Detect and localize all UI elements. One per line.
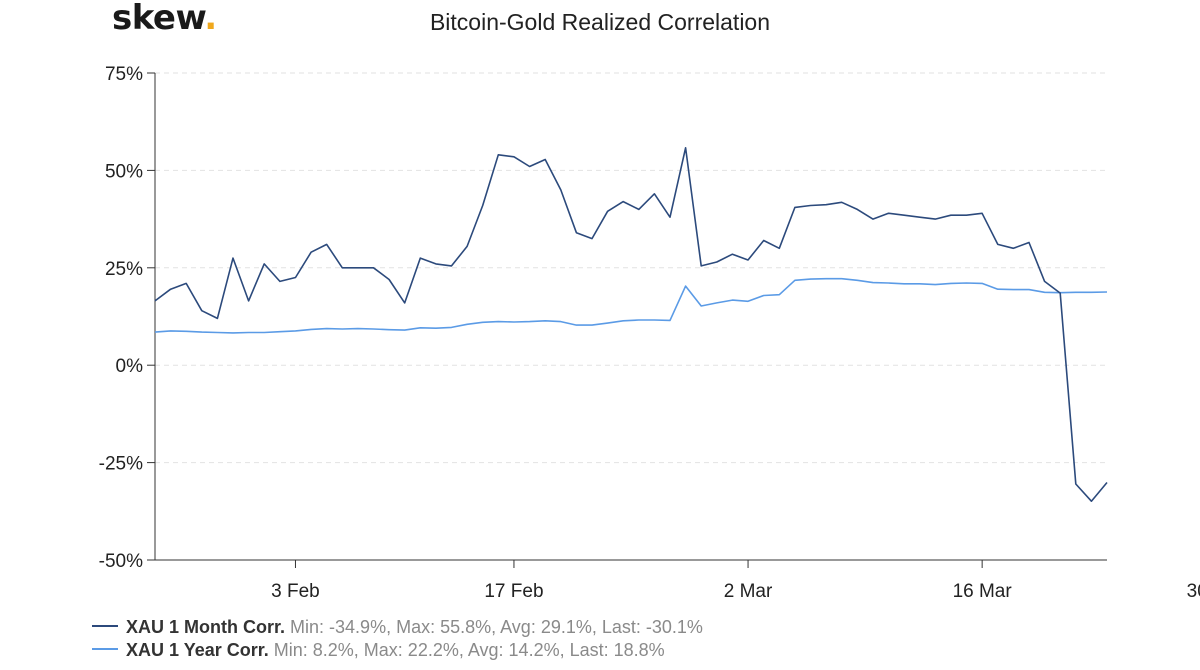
x-tick-label: 30 Mar — [1187, 581, 1200, 602]
legend-series-name: XAU 1 Year Corr. — [126, 640, 269, 660]
legend-item-1-month[interactable]: XAU 1 Month Corr. Min: -34.9%, Max: 55.8… — [92, 617, 703, 637]
y-tick-label: 0% — [116, 356, 144, 377]
legend-series-name: XAU 1 Month Corr. — [126, 617, 286, 637]
x-tick-label: 2 Mar — [724, 581, 773, 602]
skew-logo: skew. — [112, 0, 217, 38]
gridlines — [155, 72, 1107, 464]
legend-series-stats: Min: 8.2%, Max: 22.2%, Avg: 14.2%, Last:… — [273, 640, 665, 660]
y-tick-label: 25% — [105, 259, 143, 280]
y-tick-label: 50% — [105, 161, 143, 182]
y-tick-label: -50% — [99, 551, 143, 572]
legend-swatch-1-year — [92, 648, 118, 651]
y-tick-label: 75% — [105, 64, 143, 85]
x-tick-label: 17 Feb — [484, 581, 543, 602]
x-tick-label: 3 Feb — [271, 581, 320, 602]
series-line-1[interactable] — [154, 277, 1108, 334]
x-tick-label: 16 Mar — [953, 581, 1013, 602]
y-tick-label: -25% — [99, 454, 143, 475]
legend-item-1-year[interactable]: XAU 1 Year Corr. Min: 8.2%, Max: 22.2%, … — [92, 640, 665, 660]
axes: 75% 50% 25% 0% -25% -50% 3 Feb 17 Feb 2 Mar 16 Ma… — [99, 64, 1200, 602]
series-line-0[interactable] — [154, 147, 1108, 503]
line-chart: 75% 50% 25% 0% -25% -50% 3 Feb 17 Feb 2 Mar 16 Ma… — [99, 64, 1200, 602]
series-lines — [154, 147, 1108, 503]
legend-series-stats: Min: -34.9%, Max: 55.8%, Avg: 29.1%, Las… — [290, 617, 703, 637]
chart-title: Bitcoin-Gold Realized Correlation — [429, 9, 771, 35]
legend-swatch-1-month — [92, 625, 118, 628]
